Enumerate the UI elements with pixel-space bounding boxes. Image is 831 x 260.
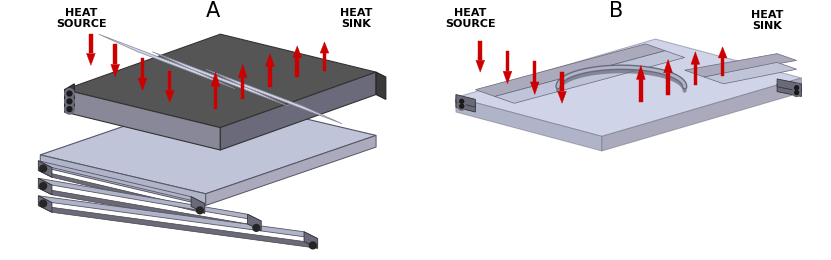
Polygon shape [637, 65, 645, 79]
Polygon shape [266, 54, 274, 66]
Circle shape [65, 89, 74, 99]
Text: HEAT
SOURCE: HEAT SOURCE [56, 8, 106, 29]
Polygon shape [718, 47, 727, 58]
Polygon shape [65, 84, 74, 112]
Polygon shape [38, 161, 204, 204]
Polygon shape [241, 78, 244, 99]
Polygon shape [685, 54, 797, 77]
Polygon shape [602, 78, 801, 151]
Polygon shape [138, 78, 147, 91]
Circle shape [793, 84, 800, 92]
Polygon shape [479, 41, 482, 60]
Polygon shape [111, 64, 120, 77]
Text: A: A [205, 1, 219, 21]
Circle shape [67, 107, 72, 112]
Polygon shape [268, 66, 272, 87]
Polygon shape [664, 60, 672, 73]
Text: HEAT
SINK: HEAT SINK [341, 8, 373, 29]
Polygon shape [206, 69, 342, 124]
Polygon shape [506, 51, 509, 71]
Polygon shape [238, 64, 247, 78]
Text: B: B [609, 1, 623, 21]
Polygon shape [720, 58, 725, 76]
Text: HEAT
SOURCE: HEAT SOURCE [445, 8, 496, 29]
Polygon shape [152, 52, 288, 106]
Polygon shape [704, 62, 797, 84]
Polygon shape [165, 90, 175, 102]
Polygon shape [322, 53, 327, 71]
Polygon shape [38, 196, 317, 239]
Polygon shape [293, 46, 302, 58]
Polygon shape [114, 44, 117, 64]
Circle shape [794, 91, 799, 95]
Polygon shape [140, 57, 145, 78]
Polygon shape [777, 79, 801, 92]
Polygon shape [533, 61, 537, 82]
Polygon shape [38, 196, 52, 212]
Polygon shape [65, 34, 376, 128]
Polygon shape [475, 44, 665, 96]
Polygon shape [206, 135, 376, 205]
Circle shape [40, 200, 47, 207]
Circle shape [309, 242, 317, 249]
Polygon shape [456, 99, 475, 112]
Polygon shape [191, 197, 204, 213]
Polygon shape [777, 84, 801, 96]
Circle shape [458, 98, 465, 105]
Circle shape [67, 91, 72, 96]
Polygon shape [248, 214, 261, 231]
Polygon shape [376, 72, 386, 99]
Polygon shape [558, 92, 567, 103]
Text: HEAT
SINK: HEAT SINK [751, 10, 784, 31]
Circle shape [40, 183, 47, 190]
Polygon shape [639, 79, 642, 102]
Polygon shape [220, 72, 376, 150]
Circle shape [460, 104, 464, 108]
Polygon shape [296, 58, 299, 77]
Polygon shape [38, 178, 52, 195]
Polygon shape [560, 72, 563, 92]
Polygon shape [494, 51, 685, 103]
Polygon shape [456, 39, 801, 136]
Polygon shape [65, 90, 220, 150]
Polygon shape [691, 52, 700, 64]
Polygon shape [320, 42, 329, 53]
Polygon shape [694, 64, 697, 85]
Polygon shape [503, 71, 512, 84]
Polygon shape [211, 72, 220, 86]
Polygon shape [40, 155, 206, 205]
Polygon shape [40, 96, 376, 194]
Polygon shape [38, 205, 317, 248]
Polygon shape [214, 86, 217, 109]
Polygon shape [38, 161, 52, 177]
Polygon shape [38, 188, 261, 231]
Circle shape [67, 99, 72, 104]
Polygon shape [304, 232, 317, 248]
Polygon shape [476, 60, 484, 72]
Circle shape [794, 86, 799, 90]
Polygon shape [89, 34, 92, 54]
Circle shape [40, 165, 47, 172]
Polygon shape [456, 98, 602, 151]
Circle shape [793, 89, 800, 96]
Circle shape [253, 224, 260, 231]
Polygon shape [38, 171, 204, 213]
Circle shape [460, 99, 464, 103]
Polygon shape [86, 54, 96, 65]
Polygon shape [168, 71, 171, 90]
Polygon shape [530, 82, 539, 95]
Polygon shape [456, 95, 475, 107]
Circle shape [458, 102, 465, 110]
Polygon shape [38, 178, 261, 221]
Polygon shape [666, 73, 670, 95]
Circle shape [196, 207, 204, 214]
Circle shape [65, 96, 74, 106]
Polygon shape [99, 34, 235, 89]
Circle shape [65, 104, 74, 114]
